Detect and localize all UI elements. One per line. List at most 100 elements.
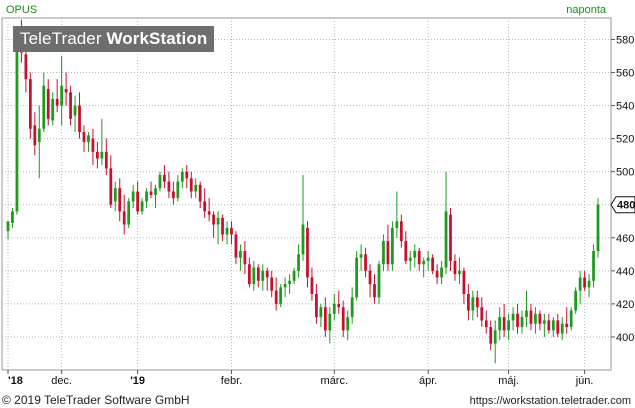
candle-body <box>462 270 466 294</box>
y-tick-label: 540 <box>616 101 634 113</box>
x-tick-label: jún. <box>575 375 594 387</box>
candle-body <box>60 85 64 106</box>
horizontal-grid <box>2 38 611 338</box>
candle-body <box>350 297 354 318</box>
candle-body <box>216 217 220 225</box>
candle-body <box>337 303 341 308</box>
candle-body <box>247 264 251 285</box>
candle-body <box>140 201 144 212</box>
candle-body <box>422 260 426 265</box>
candle-body <box>449 214 452 261</box>
candle-body <box>368 270 372 285</box>
plot-area <box>1 17 612 371</box>
candle-body <box>525 310 528 318</box>
candle-body <box>42 85 46 129</box>
candle-body <box>203 201 207 212</box>
candle-body <box>15 36 19 212</box>
candle-body <box>520 317 524 328</box>
brand-logo: TeleTrader WorkStation <box>13 26 215 52</box>
candle-body <box>502 317 506 331</box>
last-price-marker <box>610 196 635 214</box>
candle-body <box>243 251 247 265</box>
candle-body <box>24 54 28 80</box>
x-tick-label: febr. <box>221 375 242 387</box>
candle-body <box>359 254 363 258</box>
price-axis: 400420440460480500520540560580480 <box>610 34 635 344</box>
candle-body <box>341 307 345 331</box>
x-tick-label: márc. <box>321 375 349 387</box>
candle-body <box>574 290 578 311</box>
candle-body <box>538 313 542 324</box>
candle-body <box>493 330 497 344</box>
candle-body <box>171 191 175 199</box>
candle-body <box>185 171 189 179</box>
candle-body <box>279 287 283 304</box>
y-tick-label: 460 <box>616 233 634 245</box>
candle-body <box>274 290 278 304</box>
candle-body <box>578 277 582 291</box>
candle-body <box>288 280 291 285</box>
candle-body <box>225 227 229 235</box>
candle-body <box>355 257 359 298</box>
candle-body <box>154 188 157 195</box>
candle-body <box>212 214 215 225</box>
candle-body <box>399 221 403 242</box>
candle-body <box>569 310 573 328</box>
candle-body <box>104 151 108 169</box>
candle-body <box>234 234 238 258</box>
y-tick-label: 440 <box>616 266 634 278</box>
candle-body <box>265 270 269 278</box>
y-tick-label: 420 <box>616 299 634 311</box>
candle-body <box>404 241 408 261</box>
candle-body <box>69 92 72 119</box>
x-tick-label: '19 <box>130 375 145 387</box>
candle-body <box>346 317 350 331</box>
candle-body <box>551 320 555 331</box>
candle-body <box>466 293 470 311</box>
candle-body <box>596 204 600 252</box>
candle-body <box>484 320 488 328</box>
candle-body <box>109 168 113 205</box>
candle-body <box>194 184 198 192</box>
candle-body <box>46 89 50 119</box>
time-axis: '18 dec. '19 febr. márc. ápr. máj. jún. <box>7 370 594 387</box>
candle-body <box>118 188 122 212</box>
candle-body <box>480 307 484 321</box>
candle-body <box>534 313 537 324</box>
candle-body <box>413 251 417 258</box>
candle-body <box>82 132 86 142</box>
candle-body <box>332 303 336 314</box>
x-tick-label: dec. <box>51 375 72 387</box>
candle-body <box>239 251 242 258</box>
y-tick-label: 580 <box>616 34 634 46</box>
candle-body <box>458 270 461 275</box>
website-link[interactable]: https://workstation.teletrader.com <box>469 395 631 407</box>
y-tick-label: 520 <box>616 134 634 146</box>
y-tick-label: 500 <box>616 167 634 179</box>
candle-body <box>113 188 117 202</box>
candle-body <box>386 241 390 265</box>
candle-body <box>395 221 399 228</box>
candle-body <box>149 191 153 195</box>
candle-body <box>328 313 332 331</box>
candle-body <box>158 174 162 189</box>
candle-body <box>122 211 126 225</box>
candle-body <box>453 260 457 275</box>
candle-body <box>323 307 327 331</box>
candle-body <box>560 323 564 334</box>
candle-body <box>426 257 430 261</box>
candle-body <box>475 297 479 308</box>
candle-body <box>6 221 10 232</box>
candle-body <box>28 79 32 129</box>
candle-body <box>176 181 180 199</box>
candle-body <box>33 125 37 146</box>
period-label[interactable]: naponta <box>566 4 606 16</box>
candle-body <box>136 191 140 212</box>
candle-body <box>87 135 90 142</box>
copyright-text: © 2019 TeleTrader Software GmbH <box>2 393 190 407</box>
candles <box>6 19 600 364</box>
candle-body <box>511 313 515 321</box>
candle-body <box>64 89 68 93</box>
